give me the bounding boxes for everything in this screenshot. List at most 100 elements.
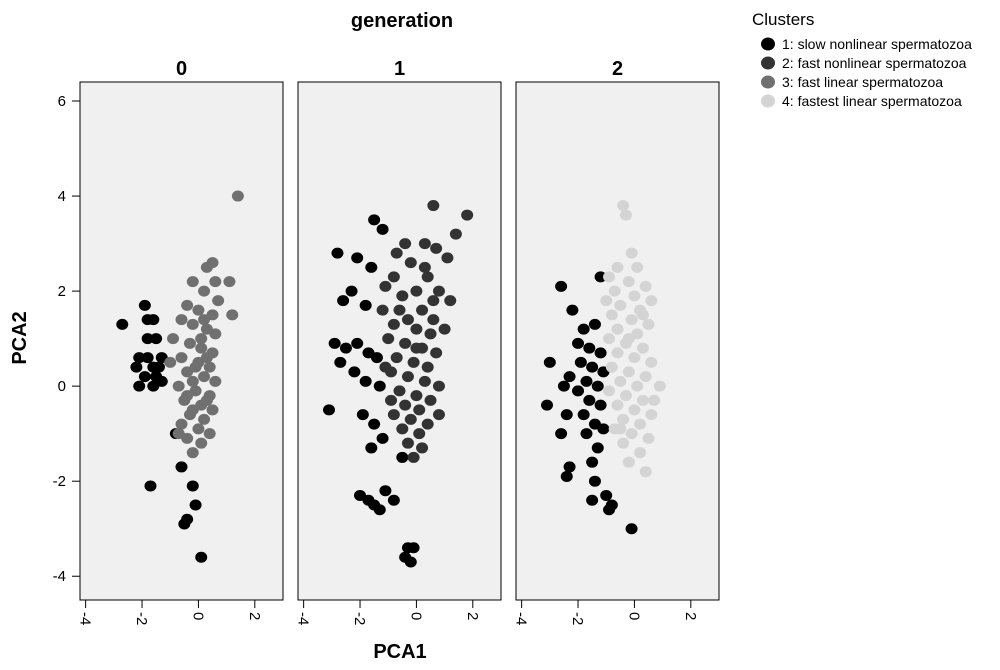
data-point — [359, 299, 372, 311]
data-point — [560, 409, 573, 421]
data-point — [625, 523, 638, 535]
data-point — [555, 428, 568, 440]
data-point — [410, 285, 423, 297]
data-point — [563, 371, 576, 383]
data-point — [387, 494, 400, 506]
data-point — [133, 380, 146, 392]
data-point — [600, 489, 613, 501]
data-point — [181, 390, 194, 402]
data-point — [622, 456, 635, 468]
facet-panel-1: 1 -4 -2 0 2 — [295, 58, 502, 625]
data-point — [133, 352, 146, 364]
legend-item-1: 1: slow nonlinear spermatozoa — [761, 36, 972, 52]
x-tick-label: 0 — [625, 612, 642, 620]
data-point — [323, 404, 336, 416]
data-point — [379, 280, 392, 292]
data-point — [209, 328, 222, 340]
legend-items: 1: slow nonlinear spermatozoa 2: fast non… — [761, 36, 972, 109]
chart-title: generation — [351, 10, 453, 32]
data-point — [189, 361, 202, 373]
panel-background — [297, 81, 502, 601]
y-tick-label: 0 — [58, 378, 66, 395]
data-point — [639, 371, 652, 383]
data-point — [605, 309, 618, 321]
data-point — [418, 261, 431, 273]
data-point — [580, 428, 593, 440]
x-tick-label: 2 — [246, 612, 263, 620]
data-point — [387, 318, 400, 330]
y-tick-label: -4 — [53, 568, 66, 585]
data-point — [393, 304, 406, 316]
data-point — [645, 295, 658, 307]
data-point — [404, 556, 417, 568]
data-point — [226, 309, 239, 321]
data-point — [186, 318, 199, 330]
data-point — [212, 295, 225, 307]
series-cluster-4 — [600, 200, 666, 478]
data-point — [555, 280, 568, 292]
panel-background — [79, 81, 284, 601]
data-point — [396, 451, 409, 463]
data-point — [622, 333, 635, 345]
data-point — [622, 276, 635, 288]
data-point — [427, 314, 440, 326]
data-point — [543, 356, 556, 368]
data-point — [198, 314, 211, 326]
data-point — [625, 314, 638, 326]
data-point — [597, 423, 610, 435]
y-tick-label: -2 — [53, 473, 66, 490]
data-point — [186, 276, 199, 288]
x-tick-label: -4 — [77, 612, 94, 625]
x-axis-title: PCA1 — [373, 641, 426, 663]
series-cluster-2 — [376, 200, 474, 463]
data-point — [574, 356, 587, 368]
legend: Clusters 1: slow nonlinear spermatozoa 2:… — [752, 10, 972, 109]
data-point — [396, 290, 409, 302]
data-point — [444, 295, 457, 307]
data-point — [430, 347, 443, 359]
data-point — [223, 276, 236, 288]
data-point — [653, 380, 666, 392]
legend-label: 1: slow nonlinear spermatozoa — [782, 36, 972, 52]
data-point — [586, 361, 599, 373]
data-point — [164, 356, 177, 368]
data-point — [410, 342, 423, 354]
data-point — [348, 366, 361, 378]
facet-label: 1 — [394, 58, 405, 80]
legend-marker — [761, 37, 775, 51]
data-point — [619, 209, 632, 221]
data-point — [583, 342, 596, 354]
data-point — [138, 371, 151, 383]
data-point — [642, 318, 655, 330]
data-point — [605, 361, 618, 373]
data-point — [421, 418, 434, 430]
data-point — [147, 314, 160, 326]
y-axis: -4 -2 0 2 4 6 — [53, 93, 80, 585]
data-point — [588, 475, 601, 487]
data-point — [566, 304, 579, 316]
data-point — [427, 295, 440, 307]
data-point — [203, 428, 216, 440]
data-point — [404, 413, 417, 425]
data-point — [203, 361, 216, 373]
data-point — [351, 252, 364, 264]
data-point — [328, 337, 341, 349]
data-point — [594, 347, 607, 359]
data-point — [583, 394, 596, 406]
legend-item-2: 2: fast nonlinear spermatozoa — [761, 55, 967, 71]
data-point — [186, 404, 199, 416]
data-point — [580, 375, 593, 387]
data-point — [209, 375, 222, 387]
data-point — [365, 442, 378, 454]
x-tick-label: -4 — [295, 612, 312, 625]
data-point — [195, 551, 208, 563]
data-point — [155, 375, 168, 387]
data-point — [645, 409, 658, 421]
x-tick-label: 0 — [189, 612, 206, 620]
data-point — [430, 242, 443, 254]
data-point — [141, 333, 154, 345]
data-point — [611, 399, 624, 411]
facet-label: 0 — [176, 58, 187, 80]
data-point — [407, 542, 420, 554]
data-point — [337, 295, 350, 307]
